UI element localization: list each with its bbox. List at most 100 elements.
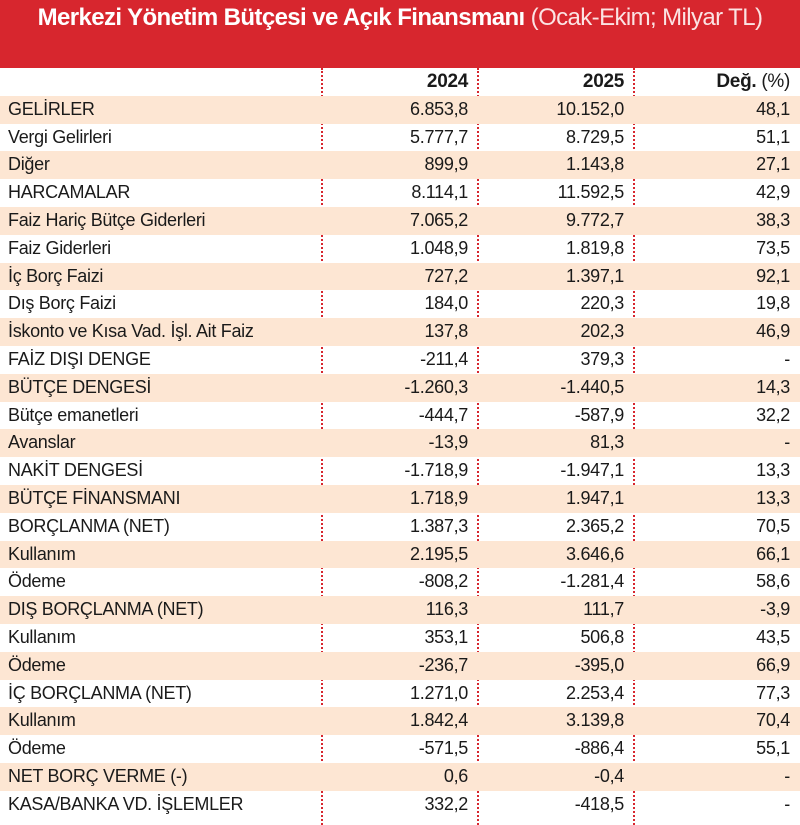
table-row: Kullanım 1.842,4 3.139,8 70,4 — [0, 707, 800, 736]
value-2024: -236,7 — [418, 654, 469, 675]
change-value: 66,1 — [756, 543, 790, 564]
table-row: Faiz Hariç Bütçe Giderleri 7.065,2 9.772,7… — [0, 207, 800, 235]
table-row: KASA/BANKA VD. İŞLEMLER 332,2 -418,5 - — [0, 791, 800, 819]
value-2024: 116,3 — [425, 599, 469, 620]
change-value: 77,3 — [756, 682, 790, 703]
table-row: BORÇLANMA (NET) 1.387,3 2.365,2 70,5 — [0, 513, 800, 541]
value-2024: -808,2 — [418, 571, 469, 592]
value-2025: -886,4 — [574, 738, 625, 759]
row-label: Kullanım — [8, 543, 76, 564]
table-row: FAİZ DIŞI DENGE -211,4 379,3 - — [0, 346, 800, 374]
table-row: NET BORÇ VERME (-) 0,6 -0,4 - — [0, 763, 800, 791]
column-header: 2024 — [426, 71, 468, 92]
row-label: Avanslar — [8, 432, 76, 453]
table-row: BÜTÇE DENGESİ -1.260,3 -1.440,5 14,3 — [0, 373, 800, 402]
value-2025: -0,4 — [594, 766, 624, 786]
change-value: 38,3 — [756, 210, 790, 230]
change-value: -3,9 — [760, 599, 790, 620]
value-2024: -444,7 — [418, 404, 469, 425]
row-label: HARCAMALAR — [8, 182, 131, 203]
row-label: BÜTÇE DENGESİ — [8, 376, 152, 397]
table-row: Bütçe emanetleri -444,7 -587,9 32,2 — [0, 402, 800, 430]
row-label: İskonto ve Kısa Vad. İşl. Ait Faiz — [8, 321, 254, 342]
value-2025: 111,7 — [583, 599, 624, 620]
row-label: BORÇLANMA (NET) — [8, 515, 170, 536]
row-label: FAİZ DIŞI DENGE — [8, 349, 151, 369]
change-value: - — [784, 766, 790, 786]
change-value: 19,8 — [756, 293, 790, 314]
table-row: Vergi Gelirleri 5.777,7 8.729,5 51,1 — [0, 124, 800, 152]
value-2024: 1.387,3 — [410, 515, 468, 536]
row-label: NET BORÇ VERME (-) — [8, 766, 188, 786]
value-2024: 1.718,9 — [410, 488, 468, 508]
value-2024: 184,0 — [424, 293, 468, 314]
table-row: Avanslar -13,9 81,3 - — [0, 429, 800, 458]
value-2025: 81,3 — [590, 432, 624, 453]
value-2025: 379,3 — [580, 349, 624, 369]
value-2025: -1.440,5 — [560, 376, 624, 397]
title: Merkezi Yönetim Bütçesi ve Açık Finansma… — [37, 4, 526, 31]
value-2025: 202,3 — [580, 321, 624, 342]
value-2024: 1.048,9 — [410, 237, 468, 258]
value-2025: 2.365,2 — [566, 515, 624, 536]
value-2024: 6.853,8 — [410, 98, 468, 119]
value-2025: 3.646,6 — [566, 543, 624, 564]
table-row: Diğer 899,9 1.143,8 27,1 — [0, 151, 800, 180]
value-2025: -395,0 — [574, 654, 625, 675]
subtitle: (Ocak-Ekim; Milyar TL) — [530, 4, 763, 31]
table-row: Ödeme -808,2 -1.281,4 58,6 — [0, 568, 800, 596]
value-2025: 1.397,1 — [566, 265, 624, 286]
value-2025: -1.947,1 — [560, 460, 624, 481]
row-label: Kullanım — [8, 710, 76, 731]
value-2024: 5.777,7 — [410, 126, 468, 147]
column-header-text: Değ. — [716, 71, 757, 92]
value-2025: -418,5 — [574, 793, 625, 814]
value-2024: 727,2 — [424, 265, 468, 286]
row-label: Ödeme — [8, 571, 66, 592]
change-value: - — [784, 432, 790, 453]
table-row: İç Borç Faizi 727,2 1.397,1 92,1 — [0, 262, 800, 291]
row-label: Diğer — [8, 154, 50, 175]
change-value: 32,2 — [756, 404, 790, 425]
value-2024: -211,4 — [420, 349, 468, 369]
change-value: 73,5 — [756, 237, 790, 258]
change-value: - — [784, 349, 790, 369]
row-label: Dış Borç Faizi — [8, 293, 116, 314]
value-2024: 137,8 — [424, 321, 468, 342]
value-2025: -1.281,4 — [560, 571, 624, 592]
value-2025: 506,8 — [580, 627, 624, 647]
value-2025: 8.729,5 — [566, 126, 624, 147]
row-label: İç Borç Faizi — [8, 265, 104, 286]
value-2024: -13,9 — [428, 432, 468, 453]
value-2025: 1.819,8 — [566, 237, 624, 258]
row-label: Kullanım — [8, 627, 76, 647]
value-2024: 7.065,2 — [410, 210, 468, 230]
value-2024: 1.842,4 — [410, 710, 468, 731]
table-row: Ödeme -571,5 -886,4 55,1 — [0, 735, 800, 763]
change-value: 13,3 — [756, 460, 790, 481]
value-2025: 10.152,0 — [556, 98, 624, 119]
table-row: Dış Borç Faizi 184,0 220,3 19,8 — [0, 290, 800, 318]
value-2024: 8.114,1 — [411, 182, 468, 203]
change-value: 51,1 — [756, 126, 790, 147]
value-2024: -1.718,9 — [404, 460, 468, 481]
value-2025: 1.947,1 — [566, 488, 624, 508]
value-2025: 9.772,7 — [566, 210, 624, 230]
change-value: 27,1 — [756, 154, 790, 175]
value-2024: 332,2 — [424, 793, 468, 814]
table-row: DIŞ BORÇLANMA (NET) 116,3 111,7 -3,9 — [0, 596, 800, 624]
change-value: 70,4 — [756, 710, 790, 731]
change-value: 43,5 — [756, 627, 790, 647]
row-label: Ödeme — [8, 654, 66, 675]
row-label: Faiz Hariç Bütçe Giderleri — [8, 210, 206, 230]
table-row: Kullanım 2.195,5 3.646,6 66,1 — [0, 540, 800, 569]
value-2024: 899,9 — [424, 154, 468, 175]
change-value: 42,9 — [756, 182, 790, 203]
row-label: GELİRLER — [8, 98, 95, 119]
change-value: 66,9 — [756, 654, 790, 675]
column-header: Değ. (%) — [716, 68, 790, 96]
value-2025: 220,3 — [580, 293, 624, 314]
table-row: Faiz Giderleri 1.048,9 1.819,8 73,5 — [0, 235, 800, 263]
table-row: BÜTÇE FİNANSMANI 1.718,9 1.947,1 13,3 — [0, 485, 800, 513]
row-label: NAKİT DENGESİ — [8, 460, 143, 481]
